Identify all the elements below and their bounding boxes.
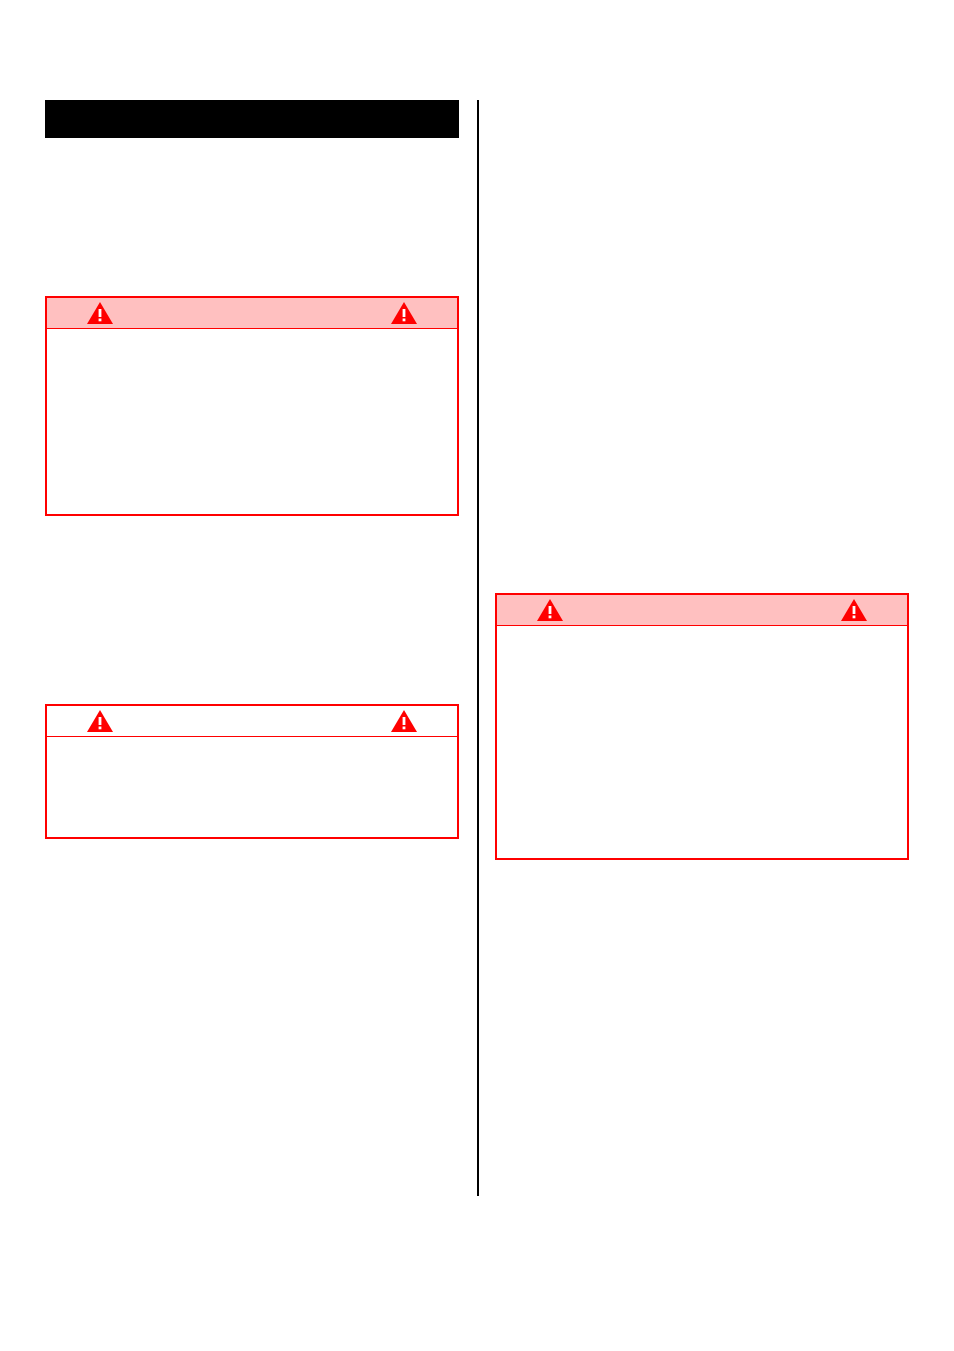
column-divider xyxy=(477,100,479,1196)
spacer xyxy=(495,100,909,583)
spacer xyxy=(45,156,459,286)
alert-triangle-icon xyxy=(87,302,113,324)
warning-box xyxy=(45,296,459,516)
warning-box xyxy=(495,593,909,860)
alert-triangle-icon xyxy=(391,710,417,732)
section-header-bar xyxy=(45,100,459,138)
document-page xyxy=(45,100,909,1196)
alert-triangle-icon xyxy=(537,599,563,621)
warning-box xyxy=(45,704,459,839)
warning-body xyxy=(47,329,457,514)
warning-header xyxy=(47,706,457,737)
alert-triangle-icon xyxy=(841,599,867,621)
warning-body xyxy=(497,626,907,858)
right-column xyxy=(477,100,909,1196)
two-column-layout xyxy=(45,100,909,1196)
spacer xyxy=(45,534,459,694)
warning-body xyxy=(47,737,457,837)
alert-triangle-icon xyxy=(87,710,113,732)
warning-header xyxy=(497,595,907,626)
left-column xyxy=(45,100,477,1196)
warning-header xyxy=(47,298,457,329)
alert-triangle-icon xyxy=(391,302,417,324)
